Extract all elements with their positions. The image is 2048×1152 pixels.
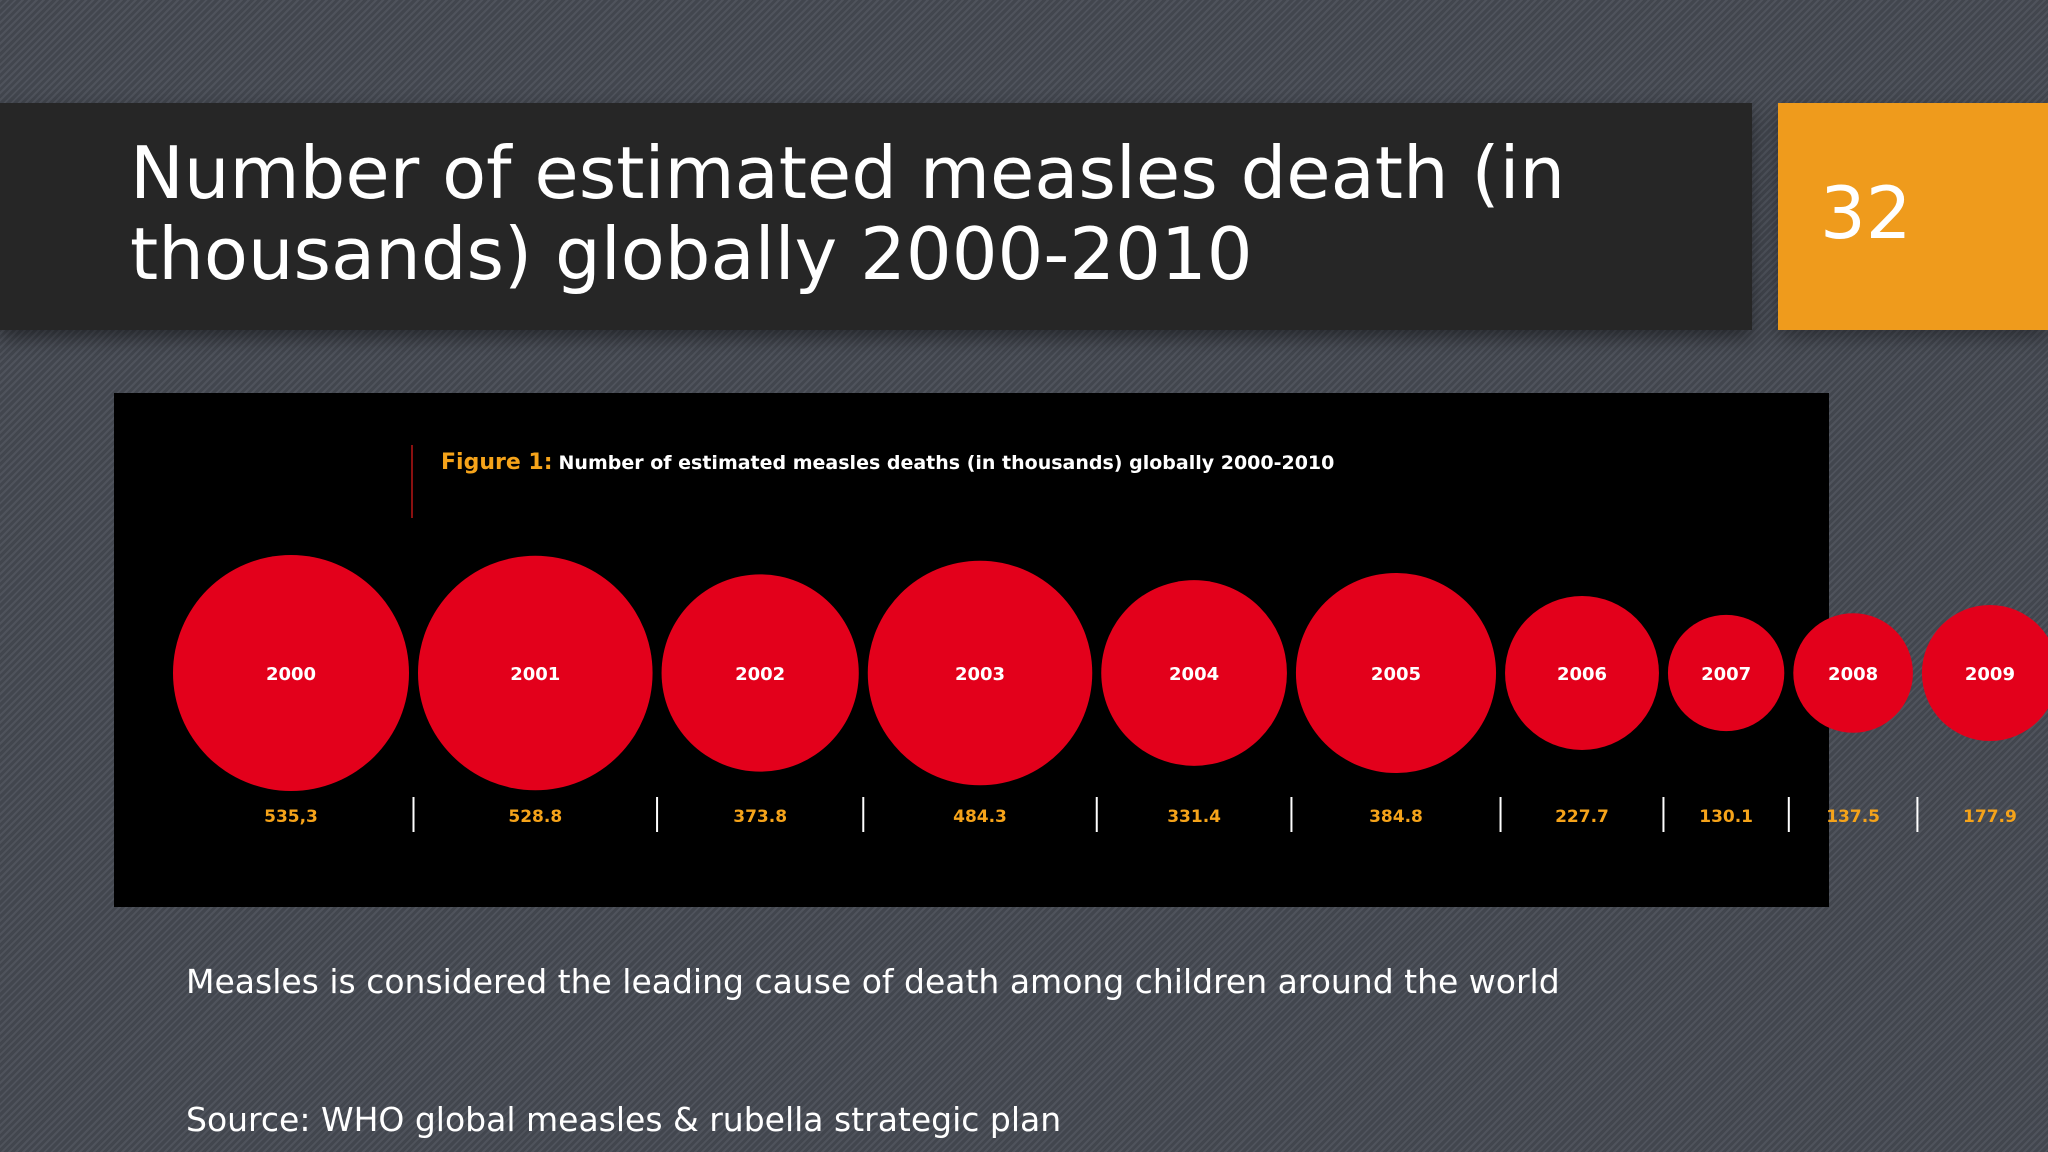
bubble-2000 <box>173 555 409 791</box>
bubble-value-label: 130.1 <box>1699 807 1753 827</box>
bubble-value-label: 528.8 <box>508 807 562 827</box>
bubble-2005 <box>1295 572 1497 774</box>
bubble-year-label: 2000 <box>266 664 316 685</box>
bubble-value-label: 227.7 <box>1555 807 1609 827</box>
slide-note: Measles is considered the leading cause … <box>186 962 1560 1001</box>
bubble-2004 <box>1101 580 1287 766</box>
bubble-year-label: 2003 <box>955 664 1005 685</box>
bubble-value-label: 137.5 <box>1826 807 1880 827</box>
bubble-2001 <box>418 555 653 791</box>
bubble-value-label: 384.8 <box>1369 807 1423 827</box>
bubble-value-label: 535,3 <box>264 807 318 827</box>
bubble-2006 <box>1505 596 1659 750</box>
bubble-value-label: 484.3 <box>953 807 1007 827</box>
page-number-badge: 32 <box>1778 103 2048 330</box>
figure-title: Number of estimated measles deaths (in t… <box>558 452 1335 474</box>
figure-caption-accent <box>411 445 413 518</box>
source-note: Source: WHO global measles & rubella str… <box>186 1100 1062 1139</box>
figure-caption: Figure 1: Number of estimated measles dea… <box>441 450 1334 475</box>
bubble-2008 <box>1793 613 1913 733</box>
title-bar: Number of estimated measles death (in th… <box>0 103 1752 330</box>
bubble-2003 <box>867 560 1093 786</box>
bubble-year-label: 2007 <box>1701 664 1751 685</box>
bubble-year-label: 2006 <box>1557 664 1607 685</box>
bubble-year-label: 2004 <box>1169 664 1219 685</box>
bubble-2002 <box>661 574 859 772</box>
bubble-value-label: 373.8 <box>733 807 787 827</box>
page-number: 32 <box>1820 171 1912 255</box>
bubble-value-label: 177.9 <box>1963 807 2017 827</box>
bubble-year-label: 2005 <box>1371 664 1421 685</box>
bubble-year-label: 2001 <box>510 664 560 685</box>
bubble-year-label: 2002 <box>735 664 785 685</box>
bubble-2007 <box>1667 614 1785 732</box>
figure-label: Figure 1: <box>441 450 553 475</box>
bubble-value-label: 331.4 <box>1167 807 1221 827</box>
bubble-year-label: 2009 <box>1965 664 2015 685</box>
slide-title: Number of estimated measles death (in th… <box>130 131 1566 296</box>
bubble-2009 <box>1921 604 2048 742</box>
bubble-year-label: 2008 <box>1828 664 1878 685</box>
